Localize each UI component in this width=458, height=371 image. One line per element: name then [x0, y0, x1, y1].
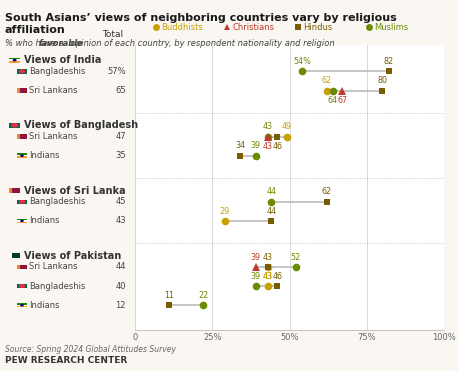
- Text: 39: 39: [251, 141, 261, 150]
- Text: favorable: favorable: [39, 39, 84, 48]
- Text: 43: 43: [263, 142, 273, 151]
- Text: Sri Lankans: Sri Lankans: [29, 132, 77, 141]
- Text: opinion of each country, by respondent nationality and religion: opinion of each country, by respondent n…: [68, 39, 334, 48]
- Bar: [9, 188, 11, 193]
- Bar: [17, 305, 27, 306]
- Text: % who have a: % who have a: [5, 39, 66, 48]
- Text: 43: 43: [263, 253, 273, 262]
- Text: Hindus: Hindus: [303, 23, 333, 32]
- Text: 35: 35: [115, 151, 126, 160]
- Text: 64: 64: [328, 96, 338, 105]
- Bar: [17, 88, 19, 93]
- Bar: [17, 306, 27, 308]
- Bar: [9, 59, 20, 61]
- Bar: [17, 134, 19, 139]
- Text: 80: 80: [377, 76, 387, 85]
- Text: Bangladeshis: Bangladeshis: [29, 67, 85, 76]
- Text: 11: 11: [164, 291, 174, 300]
- Circle shape: [21, 305, 23, 306]
- Text: 44: 44: [266, 187, 276, 196]
- Text: 43: 43: [263, 122, 273, 131]
- Text: Christians: Christians: [232, 23, 274, 32]
- Circle shape: [19, 200, 25, 203]
- Text: 44: 44: [115, 262, 126, 272]
- Text: Views of Pakistan: Views of Pakistan: [24, 251, 121, 261]
- Text: 39: 39: [251, 272, 261, 281]
- Bar: [17, 157, 27, 158]
- Bar: [17, 221, 27, 223]
- Bar: [17, 155, 27, 157]
- Text: 43: 43: [115, 216, 126, 226]
- Bar: [9, 58, 20, 59]
- Text: 46: 46: [273, 142, 282, 151]
- Text: Sri Lankans: Sri Lankans: [29, 262, 77, 272]
- Text: Muslims: Muslims: [374, 23, 409, 32]
- Text: Buddhists: Buddhists: [161, 23, 203, 32]
- Text: 47: 47: [115, 132, 126, 141]
- Text: 62: 62: [322, 187, 332, 196]
- Text: South Asians’ views of neighboring countries vary by religious affiliation: South Asians’ views of neighboring count…: [5, 13, 396, 35]
- Circle shape: [19, 285, 25, 288]
- Text: PEW RESEARCH CENTER: PEW RESEARCH CENTER: [5, 357, 127, 365]
- Text: Bangladeshis: Bangladeshis: [29, 282, 85, 290]
- Text: Views of India: Views of India: [24, 55, 101, 65]
- Text: 12: 12: [115, 301, 126, 310]
- Bar: [9, 61, 20, 63]
- Text: 40: 40: [115, 282, 126, 290]
- Text: 82: 82: [383, 57, 394, 66]
- Text: 67: 67: [337, 96, 347, 105]
- Text: Views of Sri Lanka: Views of Sri Lanka: [24, 186, 125, 196]
- Text: Indians: Indians: [29, 151, 60, 160]
- Text: 44: 44: [266, 207, 276, 216]
- Circle shape: [21, 155, 23, 156]
- Text: Total: Total: [102, 30, 123, 39]
- Text: 29: 29: [220, 207, 230, 216]
- Text: 62: 62: [322, 76, 332, 85]
- Text: 22: 22: [198, 291, 208, 300]
- Circle shape: [11, 124, 18, 127]
- Circle shape: [13, 59, 16, 61]
- Text: 49: 49: [282, 122, 292, 131]
- Text: Indians: Indians: [29, 216, 60, 226]
- Text: 65: 65: [115, 86, 126, 95]
- Bar: [17, 219, 27, 220]
- Bar: [17, 154, 27, 155]
- Bar: [17, 265, 19, 269]
- Text: 45: 45: [115, 197, 126, 206]
- Bar: [17, 303, 27, 305]
- Text: Views of Bangladesh: Views of Bangladesh: [24, 120, 138, 130]
- Text: 34: 34: [235, 141, 245, 150]
- Text: Source: Spring 2024 Global Attitudes Survey: Source: Spring 2024 Global Attitudes Sur…: [5, 345, 175, 354]
- Text: 43: 43: [263, 272, 273, 281]
- Text: Sri Lankans: Sri Lankans: [29, 86, 77, 95]
- Text: 54%: 54%: [293, 57, 311, 66]
- Circle shape: [19, 70, 25, 73]
- Bar: [9, 253, 12, 258]
- Text: 52: 52: [291, 253, 301, 262]
- Text: 39: 39: [251, 253, 261, 262]
- Text: 43: 43: [263, 272, 273, 281]
- Text: Bangladeshis: Bangladeshis: [29, 197, 85, 206]
- Text: 57%: 57%: [107, 67, 126, 76]
- Bar: [17, 220, 27, 221]
- Text: Indians: Indians: [29, 301, 60, 310]
- Bar: [11, 188, 12, 193]
- Circle shape: [21, 220, 23, 221]
- Text: 46: 46: [273, 272, 282, 281]
